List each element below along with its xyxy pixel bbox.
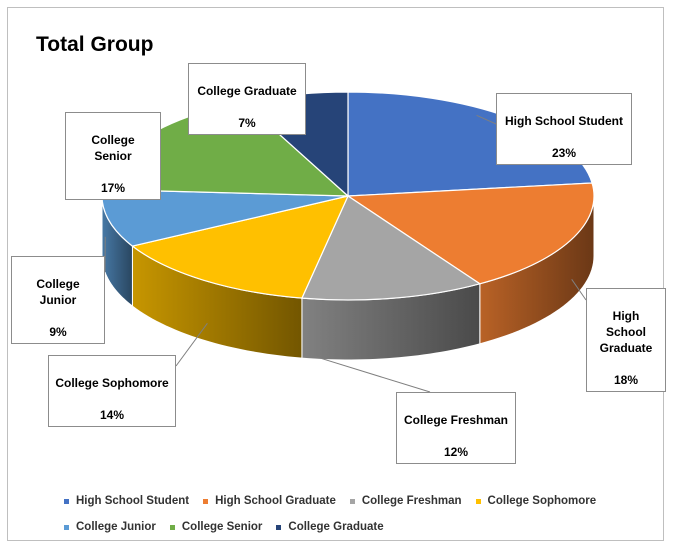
legend-swatch	[475, 498, 481, 504]
legend-label: College Senior	[181, 521, 263, 533]
legend-swatch	[169, 524, 175, 530]
data-label-value: 23%	[551, 146, 577, 160]
legend-item-college-sophomore: College Sophomore	[475, 495, 597, 507]
legend-swatch	[349, 498, 355, 504]
data-label-college-sophomore: College Sophomore 14%	[48, 355, 176, 427]
leader-line-high-school-graduate	[571, 278, 587, 301]
pie-slice-college-sophomore	[131, 195, 350, 299]
data-label-name: College Sophomore	[55, 376, 169, 390]
chart-title: Total Group	[36, 33, 154, 56]
legend-item-high-school-graduate: High School Graduate	[203, 495, 336, 507]
legend-item-college-graduate: College Graduate	[276, 521, 384, 533]
legend-swatch	[64, 524, 69, 530]
data-label-name: College Junior	[36, 277, 80, 307]
data-label-value: 17%	[100, 181, 126, 195]
leader-line-college-sophomore	[175, 323, 208, 367]
legend-label: College Freshman	[361, 495, 462, 507]
data-label-value: 7%	[238, 116, 256, 130]
data-label-name: High School Graduate	[599, 309, 653, 355]
legend-swatch	[276, 524, 282, 530]
data-label-name: College Senior	[91, 133, 135, 163]
data-label-value: 18%	[613, 373, 639, 387]
data-label-college-junior: College Junior 9%	[11, 256, 105, 344]
data-label-name: High School Student	[505, 114, 623, 128]
data-label-value: 14%	[99, 408, 125, 422]
legend-swatch	[64, 498, 69, 504]
legend-item-college-junior: College Junior	[64, 521, 156, 533]
data-label-value: 12%	[443, 445, 469, 459]
data-label-high-school-graduate: High School Graduate 18%	[586, 288, 666, 392]
pie-slice-college-freshman	[301, 195, 482, 301]
data-label-value: 9%	[49, 325, 67, 339]
legend-swatch	[203, 498, 209, 504]
data-label-college-freshman: College Freshman 12%	[396, 392, 516, 464]
legend-item-college-freshman: College Freshman	[349, 495, 462, 507]
legend-row-1: High School Student High School Graduate…	[64, 492, 610, 510]
data-label-high-school-student: High School Student 23%	[496, 93, 632, 165]
legend-row-2: College Junior College Senior College Gr…	[64, 518, 398, 536]
legend-label: College Sophomore	[487, 495, 597, 507]
data-label-college-graduate: College Graduate 7%	[188, 63, 306, 135]
legend-item-college-senior: College Senior	[169, 521, 263, 533]
pie-depth	[101, 195, 595, 361]
legend-label: College Graduate	[288, 521, 384, 533]
legend-label: High School Student	[76, 495, 190, 507]
data-label-college-senior: College Senior 17%	[65, 112, 161, 200]
data-label-name: College Freshman	[403, 413, 509, 427]
legend-item-high-school-student: High School Student	[64, 495, 189, 507]
data-label-name: College Graduate	[197, 84, 297, 98]
legend-label: High School Graduate	[215, 495, 336, 507]
pie-slice-high-school-graduate	[346, 182, 595, 285]
legend-label: College Junior	[76, 521, 156, 533]
leader-line-college-freshman	[309, 354, 431, 393]
